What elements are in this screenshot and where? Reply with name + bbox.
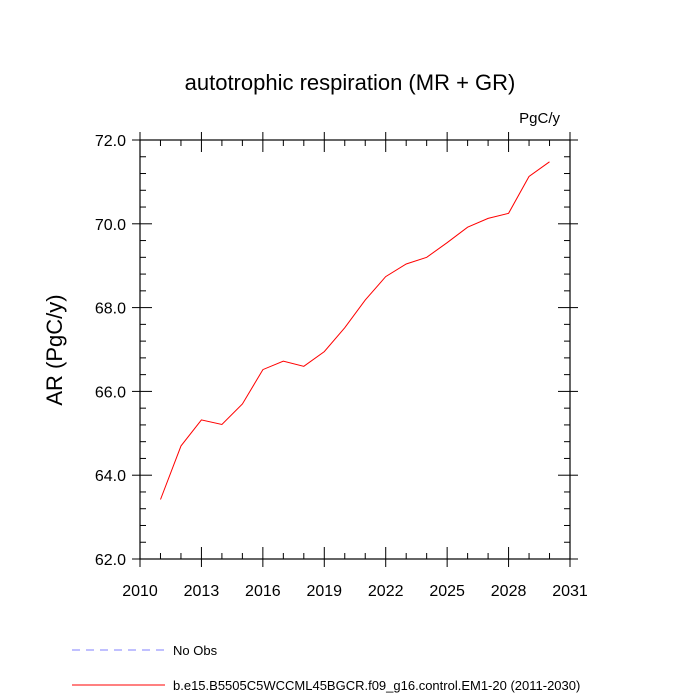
x-tick-label: 2010 <box>122 583 158 600</box>
x-tick-label: 2016 <box>245 583 281 600</box>
data-series <box>160 161 550 500</box>
y-tick-label: 62.0 <box>95 552 126 569</box>
units-label: PgC/y <box>519 110 560 127</box>
legend: No Obs b.e15.B5505C5WCCML45BGCR.f09_g16.c… <box>72 643 580 693</box>
x-tick-label: 2022 <box>368 583 404 600</box>
axis-ticks <box>132 132 578 567</box>
y-tick-label: 64.0 <box>95 468 126 485</box>
tick-labels: 2010 2013 2016 2019 2022 2025 2028 2031 62.0 64.0… <box>95 133 588 600</box>
legend-label: b.e15.B5505C5WCCML45BGCR.f09_g16.control… <box>173 678 580 693</box>
y-axis-label: AR (PgC/y) <box>42 294 67 405</box>
series-line <box>160 161 550 500</box>
x-tick-label: 2019 <box>306 583 342 600</box>
x-tick-label: 2013 <box>184 583 220 600</box>
y-tick-label: 66.0 <box>95 384 126 401</box>
y-tick-label: 70.0 <box>95 217 126 234</box>
x-tick-label: 2025 <box>429 583 465 600</box>
plot-frame <box>139 139 571 560</box>
y-tick-label: 68.0 <box>95 301 126 318</box>
legend-label: No Obs <box>173 643 218 658</box>
x-tick-label: 2031 <box>552 583 588 600</box>
y-tick-label: 72.0 <box>95 133 126 150</box>
chart-title: autotrophic respiration (MR + GR) <box>185 70 516 95</box>
x-tick-label: 2028 <box>491 583 527 600</box>
